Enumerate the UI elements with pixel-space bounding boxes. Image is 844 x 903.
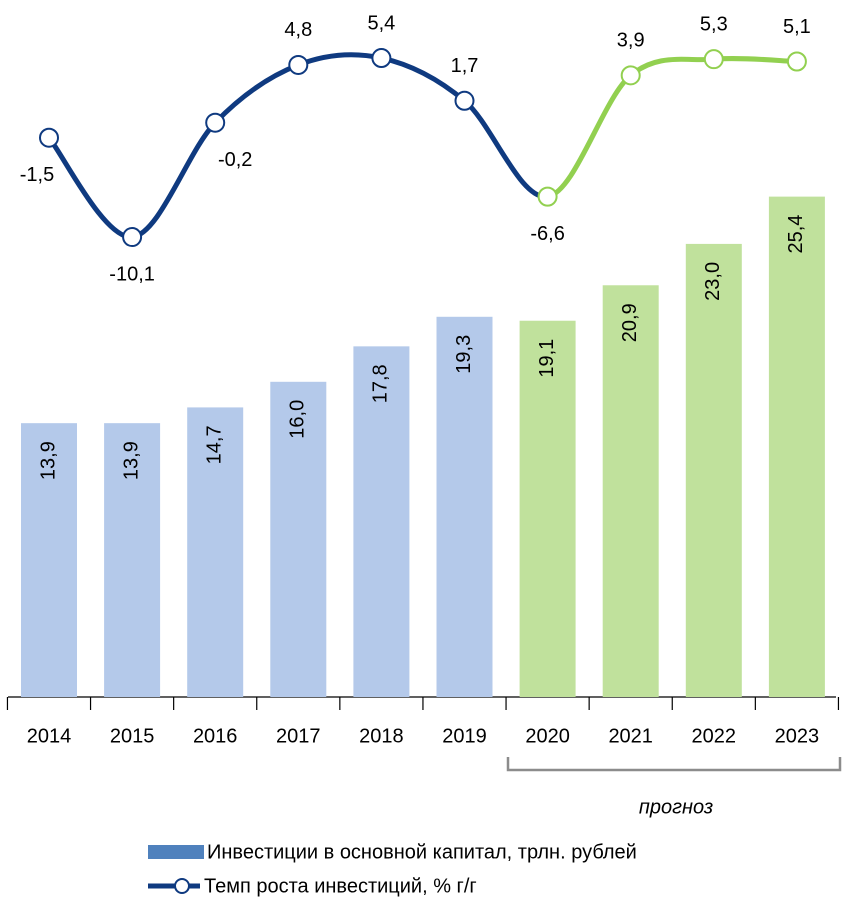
x-tick-label: 2014 <box>27 725 72 747</box>
bar <box>519 320 576 697</box>
x-tick-label: 2021 <box>608 725 653 747</box>
x-tick-label: 2016 <box>193 725 238 747</box>
line-marker <box>205 112 226 133</box>
line-marker <box>703 49 724 70</box>
bar-label: 19,3 <box>453 335 475 374</box>
forecast-bracket <box>506 757 842 772</box>
line-marker <box>786 51 807 72</box>
bar <box>104 423 161 697</box>
line <box>47 52 548 240</box>
x-tick-label: 2018 <box>359 725 404 747</box>
annotation: прогноз <box>639 796 713 818</box>
line-marker <box>620 65 641 86</box>
x-tick-label: 2019 <box>442 725 487 747</box>
line-label: -1,5 <box>20 164 54 186</box>
bar-label: 19,1 <box>536 339 558 378</box>
bar <box>685 243 742 697</box>
line-marker <box>537 186 558 207</box>
bar-label: 16,0 <box>287 400 309 439</box>
bar <box>353 346 410 697</box>
line-label: -10,1 <box>109 263 155 285</box>
line-label: 5,1 <box>783 16 811 38</box>
x-tick-label: 2022 <box>692 725 737 747</box>
line-marker <box>39 127 59 148</box>
x-tick-label: 2023 <box>775 725 820 747</box>
line-marker <box>371 48 392 69</box>
bar-label: 13,9 <box>37 441 59 480</box>
bar-label: 14,7 <box>203 425 225 464</box>
legend-label: Инвестиции в основной капитал, трлн. руб… <box>207 841 637 863</box>
line <box>546 56 797 200</box>
legend-label: Темп роста инвестиций, % г/г <box>204 875 477 897</box>
x-tick-label: 2020 <box>525 725 570 747</box>
line-label: 5,3 <box>700 13 728 35</box>
line-marker <box>288 54 309 75</box>
bar-label: 25,4 <box>785 215 807 254</box>
bar <box>602 285 659 697</box>
bar <box>270 381 327 697</box>
line-marker <box>122 227 143 248</box>
bar-label: 23,0 <box>702 262 724 301</box>
legend-marker <box>174 878 190 894</box>
line-label: -6,6 <box>530 223 564 245</box>
x-tick-label: 2015 <box>110 725 155 747</box>
bar-label: 13,9 <box>120 441 142 480</box>
legend-swatch <box>148 845 204 859</box>
line-label: 3,9 <box>617 30 645 52</box>
x-tick-label: 2017 <box>276 725 321 747</box>
bar-label: 20,9 <box>619 303 641 342</box>
line-label: 5,4 <box>367 12 395 34</box>
line-label: -0,2 <box>218 149 252 171</box>
line-label: 4,8 <box>284 19 312 41</box>
line-label: 1,7 <box>451 55 479 77</box>
bar <box>21 423 77 697</box>
bar <box>768 196 825 697</box>
bar-label: 17,8 <box>370 364 392 403</box>
bar <box>436 316 493 697</box>
line-marker <box>454 90 475 111</box>
bar <box>187 407 244 697</box>
